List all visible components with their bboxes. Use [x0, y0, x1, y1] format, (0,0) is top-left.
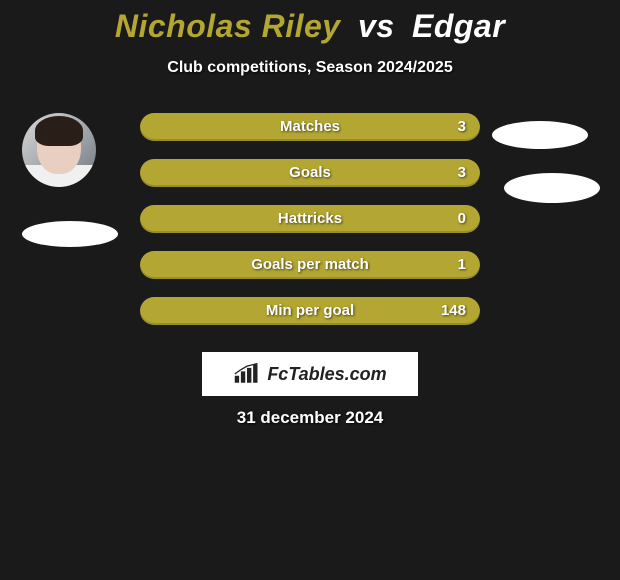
player1-name: Nicholas Riley: [115, 8, 341, 44]
brand-badge: FcTables.com: [202, 352, 418, 396]
stat-value: 0: [458, 205, 466, 233]
ellipse-decoration: [22, 221, 118, 247]
stat-value: 148: [441, 297, 466, 325]
ellipse-decoration: [492, 121, 588, 149]
stat-label: Hattricks: [140, 205, 480, 233]
bar-chart-icon: [233, 363, 261, 385]
stat-value: 3: [458, 159, 466, 187]
stat-row: Goals 3: [140, 159, 480, 187]
comparison-title: Nicholas Riley vs Edgar: [0, 0, 620, 45]
stat-row: Matches 3: [140, 113, 480, 141]
stat-rows: Matches 3 Goals 3 Hattricks 0 Goals per …: [140, 113, 480, 343]
date-text: 31 december 2024: [0, 408, 620, 428]
stat-label: Matches: [140, 113, 480, 141]
stat-row: Min per goal 148: [140, 297, 480, 325]
stat-row: Goals per match 1: [140, 251, 480, 279]
subtitle: Club competitions, Season 2024/2025: [0, 59, 620, 77]
player1-avatar: [22, 113, 96, 187]
stat-label: Min per goal: [140, 297, 480, 325]
brand-text: FcTables.com: [267, 364, 386, 385]
stat-label: Goals per match: [140, 251, 480, 279]
stat-row: Hattricks 0: [140, 205, 480, 233]
stat-label: Goals: [140, 159, 480, 187]
player2-name: Edgar: [412, 8, 505, 44]
ellipse-decoration: [504, 173, 600, 203]
stat-value: 1: [458, 251, 466, 279]
vs-separator: vs: [358, 8, 395, 44]
stat-value: 3: [458, 113, 466, 141]
